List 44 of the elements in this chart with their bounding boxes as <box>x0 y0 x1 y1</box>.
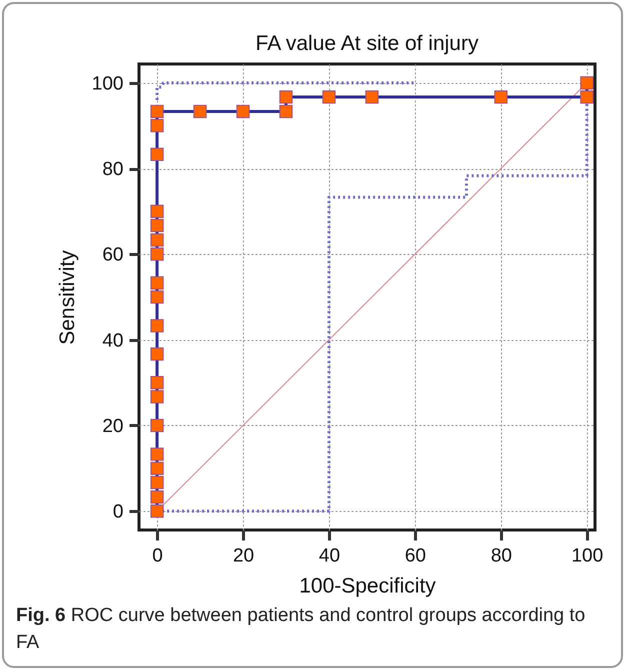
x-tick-label: 20 <box>232 546 254 566</box>
x-axis-title: 100-Specificity <box>299 574 436 598</box>
point <box>150 148 164 161</box>
y-tick-label: 60 <box>102 244 124 266</box>
point <box>150 347 164 361</box>
point <box>150 218 164 232</box>
x-tick-label: 100 <box>571 546 604 566</box>
point <box>150 119 164 132</box>
y-tick-label: 80 <box>102 159 124 180</box>
point <box>150 290 164 304</box>
point <box>150 448 164 461</box>
y-axis-title: Sensitivity <box>56 250 79 345</box>
x-tick-label: 80 <box>490 546 512 566</box>
point <box>580 76 594 90</box>
point <box>365 90 379 104</box>
point <box>150 276 164 290</box>
point <box>150 504 164 518</box>
point <box>193 104 207 118</box>
x-tick-label: 40 <box>318 546 340 566</box>
point <box>150 490 164 504</box>
y-tick-label: 100 <box>92 73 124 94</box>
point <box>279 90 293 104</box>
point <box>150 233 164 247</box>
point <box>150 390 164 404</box>
point <box>150 476 164 490</box>
point <box>150 319 164 332</box>
point <box>150 462 164 475</box>
x-tick-label: 60 <box>404 546 426 566</box>
point <box>236 104 250 118</box>
point <box>150 104 164 118</box>
y-tick-label: 40 <box>102 330 124 352</box>
text: Fig. 6 ROC curve between patients and control groups according to FA <box>16 605 586 653</box>
point <box>494 90 508 104</box>
chart-title: FA value At site of injury <box>256 32 479 55</box>
point <box>279 104 293 118</box>
point <box>150 204 164 218</box>
point <box>150 248 164 261</box>
y-tick-label: 20 <box>102 416 124 437</box>
x-tick-label: 0 <box>152 546 163 566</box>
point <box>150 418 164 432</box>
point <box>150 376 164 390</box>
point <box>580 90 594 104</box>
point <box>322 90 336 104</box>
y-tick-label: 0 <box>112 502 124 523</box>
